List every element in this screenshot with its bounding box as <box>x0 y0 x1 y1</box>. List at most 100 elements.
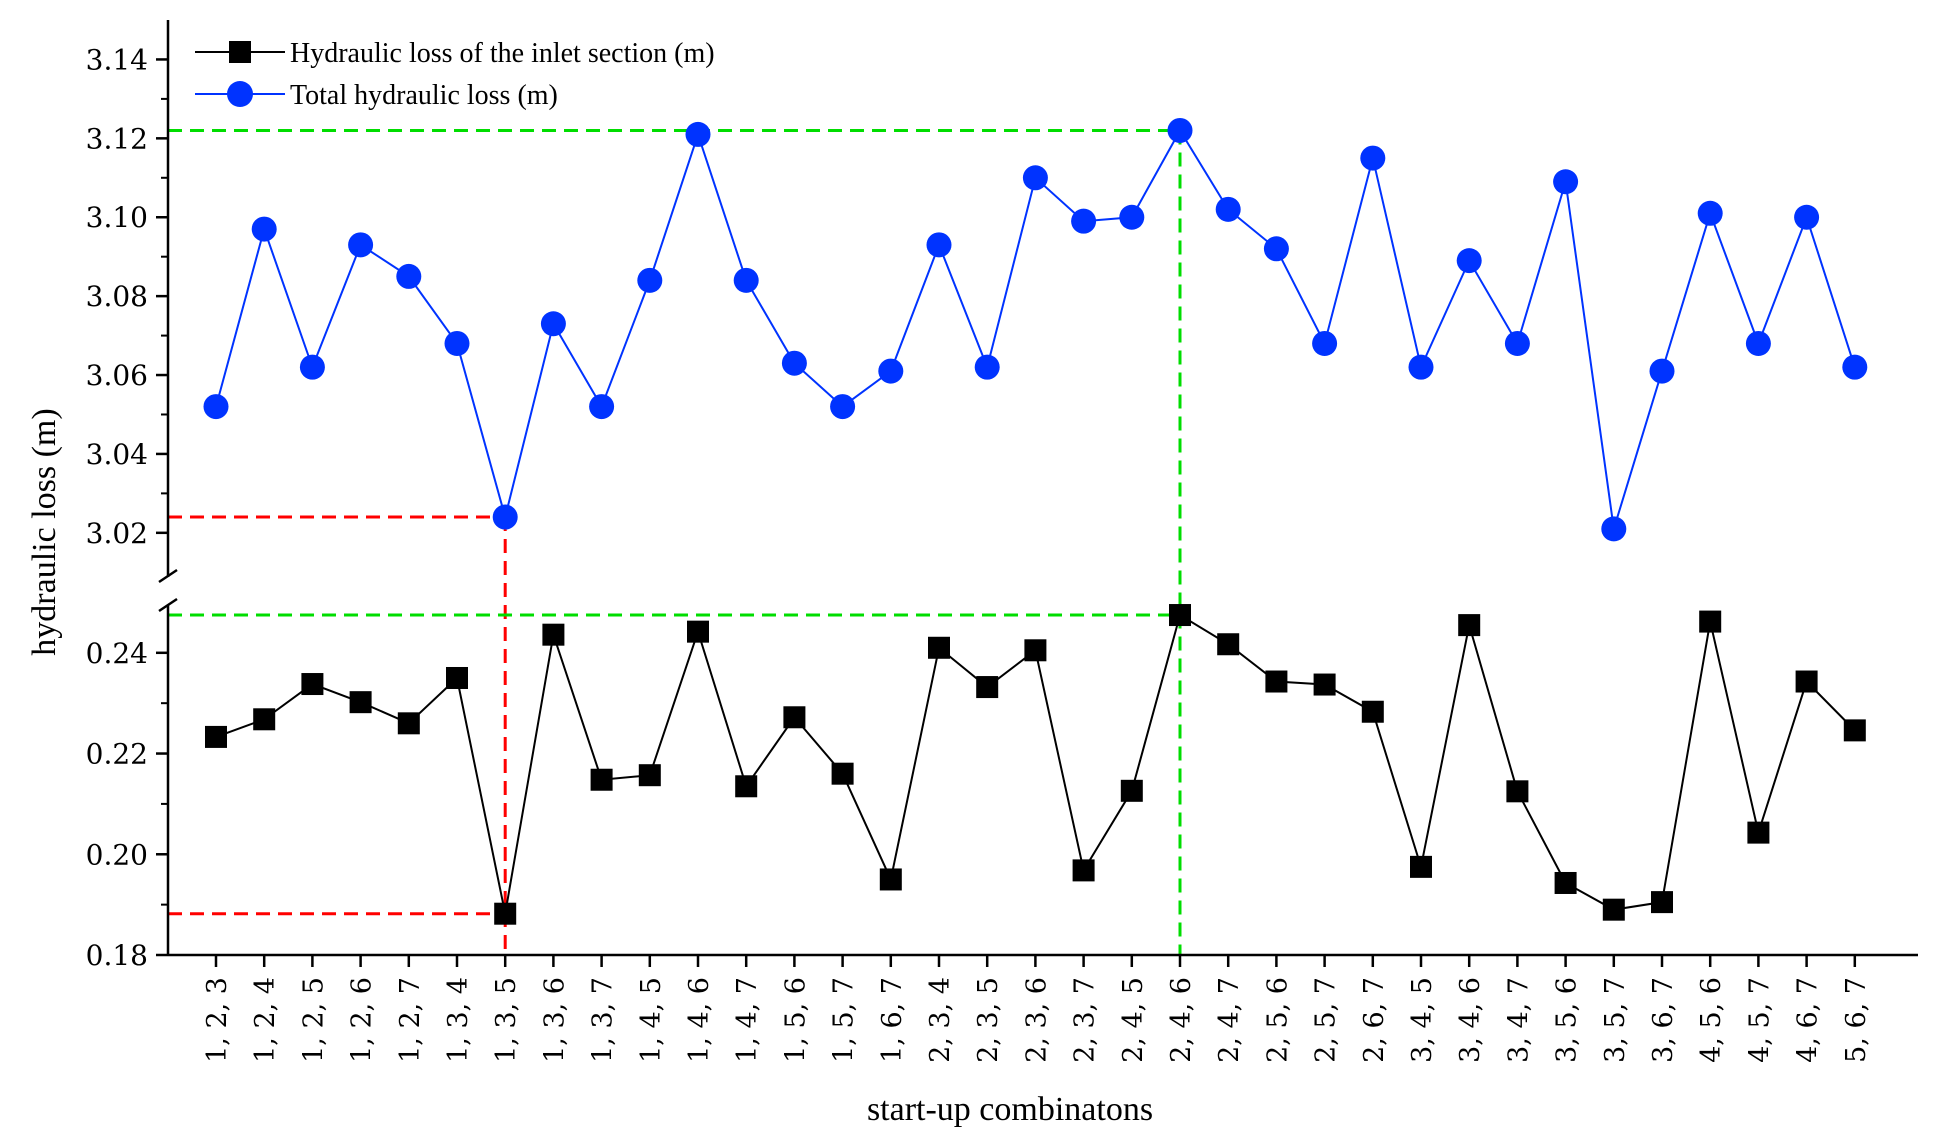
data-point-inlet <box>1313 673 1336 696</box>
data-point-inlet <box>1602 898 1625 921</box>
data-point-total <box>1119 204 1145 230</box>
x-tick-label: 1, 5, 7 <box>829 977 860 1063</box>
x-tick-label: 1, 4, 6 <box>684 977 715 1063</box>
data-point-inlet <box>205 725 227 748</box>
series-inlet-section <box>205 604 1866 925</box>
x-tick-label: 2, 6, 7 <box>1359 977 1390 1063</box>
y-tick-label-lower: 0.20 <box>86 838 148 871</box>
data-point-total <box>685 121 711 147</box>
y-tick-label-lower: 0.24 <box>86 637 148 670</box>
data-point-inlet <box>301 673 324 696</box>
x-tick-label: 3, 5, 6 <box>1552 977 1583 1063</box>
x-tick-label: 2, 5, 6 <box>1262 977 1293 1063</box>
x-tick-label: 1, 4, 5 <box>636 977 667 1063</box>
axis-break-mark-top <box>158 568 178 584</box>
data-point-total <box>492 504 518 530</box>
x-tick-label: 5, 6, 7 <box>1841 977 1872 1063</box>
data-point-total <box>1167 117 1193 143</box>
data-point-total <box>203 394 229 420</box>
x-tick-label: 3, 4, 6 <box>1455 977 1486 1063</box>
data-point-inlet <box>1169 604 1191 627</box>
x-tick-label: 2, 5, 7 <box>1311 977 1342 1063</box>
x-tick-label: 2, 3, 5 <box>973 977 1004 1063</box>
data-point-inlet <box>1361 700 1384 723</box>
data-point-total <box>540 311 566 337</box>
data-point-inlet <box>1217 633 1240 656</box>
data-point-total <box>1215 196 1241 222</box>
data-point-inlet <box>1410 855 1432 878</box>
data-point-inlet <box>446 666 468 689</box>
data-point-inlet <box>1651 891 1673 914</box>
data-point-total <box>1842 354 1868 380</box>
data-point-total <box>299 354 325 380</box>
data-point-total <box>251 216 277 242</box>
series-total-loss <box>203 117 1868 542</box>
x-tick-label: 2, 3, 7 <box>1070 977 1101 1063</box>
data-point-inlet <box>831 762 854 785</box>
x-tick-label: 1, 3, 5 <box>491 977 522 1063</box>
data-point-total <box>396 263 422 289</box>
y-tick-label-upper: 3.12 <box>86 122 148 155</box>
data-point-total <box>1022 165 1048 191</box>
y-axis-title: hydraulic loss (m) <box>26 408 63 655</box>
x-tick-label: 4, 5, 6 <box>1696 977 1727 1063</box>
x-tick-label: 1, 2, 7 <box>395 977 426 1063</box>
x-tick-label: 2, 4, 5 <box>1118 977 1149 1063</box>
data-point-inlet <box>1072 859 1095 882</box>
data-point-total <box>1071 208 1097 234</box>
data-point-inlet <box>1747 821 1770 844</box>
x-tick-label: 1, 5, 6 <box>780 977 811 1063</box>
data-point-inlet <box>879 868 902 891</box>
x-tick-label: 3, 4, 5 <box>1407 977 1438 1063</box>
data-point-inlet <box>1554 871 1577 894</box>
data-point-inlet <box>349 691 372 714</box>
y-tick-label-upper: 3.02 <box>86 517 148 550</box>
y-tick-label-upper: 3.04 <box>86 438 148 471</box>
data-point-inlet <box>397 712 420 735</box>
x-tick-label: 2, 4, 6 <box>1166 977 1197 1063</box>
data-point-inlet <box>928 636 950 659</box>
data-point-total <box>781 350 807 376</box>
legend-label: Hydraulic loss of the inlet section (m) <box>290 38 715 69</box>
data-point-inlet <box>1699 610 1722 633</box>
x-tick-label: 1, 4, 7 <box>732 977 763 1063</box>
legend-marker <box>229 41 251 63</box>
data-point-total <box>926 232 952 258</box>
y-tick-label-upper: 3.08 <box>86 280 148 313</box>
legend-marker <box>227 81 253 107</box>
x-tick-label: 1, 6, 7 <box>877 977 908 1063</box>
data-point-inlet <box>542 623 565 646</box>
x-tick-label: 3, 4, 7 <box>1503 977 1534 1063</box>
data-point-total <box>733 267 759 293</box>
y-tick-label-lower: 0.18 <box>86 939 148 972</box>
data-point-inlet <box>1458 614 1481 637</box>
reference-lines <box>168 128 1182 955</box>
x-tick-label: 4, 6, 7 <box>1793 977 1824 1063</box>
data-point-total <box>637 267 663 293</box>
data-point-inlet <box>976 676 999 699</box>
data-point-total <box>1504 330 1530 356</box>
data-point-inlet <box>1506 780 1529 803</box>
data-point-total <box>830 394 856 420</box>
x-axis-title: start-up combinatons <box>867 1091 1153 1128</box>
data-point-total <box>1408 354 1434 380</box>
data-point-total <box>878 358 904 384</box>
x-tick-label: 2, 4, 7 <box>1214 977 1245 1063</box>
y-tick-label-lower: 0.22 <box>86 738 148 771</box>
data-point-inlet <box>494 902 517 925</box>
data-point-total <box>1553 169 1579 195</box>
data-point-inlet <box>1265 670 1288 693</box>
x-tick-label: 1, 3, 4 <box>443 977 474 1063</box>
data-point-total <box>1263 236 1289 262</box>
axis-break-mark-bottom <box>158 597 178 613</box>
data-point-inlet <box>735 775 758 798</box>
data-point-total <box>974 354 1000 380</box>
y-tick-label-upper: 3.10 <box>86 201 148 234</box>
x-tick-label: 1, 2, 6 <box>347 977 378 1063</box>
data-point-total <box>1601 516 1627 542</box>
x-tick-label: 1, 3, 7 <box>588 977 619 1063</box>
x-tick-label: 1, 3, 6 <box>539 977 570 1063</box>
data-point-inlet <box>590 768 613 791</box>
data-point-total <box>1697 200 1723 226</box>
